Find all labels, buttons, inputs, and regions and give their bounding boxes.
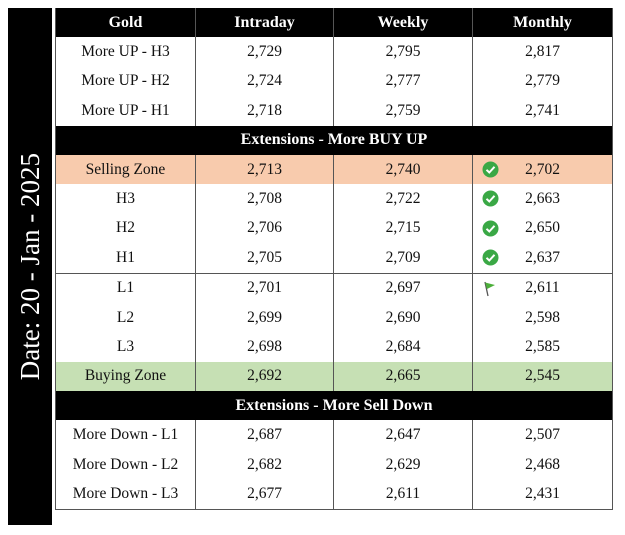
table-row: Extensions - More BUY UP (55, 125, 613, 155)
levels-table: Gold Intraday Weekly Monthly More UP - H3 2,… (55, 8, 613, 510)
level-value: 2,741 (472, 96, 613, 126)
level-value: 2,598 (472, 302, 613, 333)
level-value: 2,690 (333, 302, 473, 333)
table-row: More UP - H2 2,724 2,777 2,779 (55, 66, 613, 97)
level-value: 2,611 (333, 479, 473, 510)
table-row: L2 2,699 2,690 2,598 (55, 302, 613, 333)
row-label: More Down - L3 (55, 479, 196, 510)
level-value: 2,431 (472, 479, 613, 510)
level-value: 2,709 (333, 243, 473, 274)
table-row: Buying Zone 2,692 2,665 2,545 (55, 361, 613, 392)
row-label: Selling Zone (55, 154, 196, 185)
row-label: More UP - H2 (55, 66, 196, 97)
level-value: 2,795 (333, 37, 473, 67)
table-row: H2 2,706 2,715 2,650 (55, 213, 613, 244)
level-value: 2,682 (195, 449, 334, 480)
date-label: Date: 20 - Jan - 2025 (14, 152, 45, 381)
level-value: 2,629 (333, 449, 473, 480)
row-label: L3 (55, 332, 196, 362)
header-cell: Intraday (195, 8, 334, 38)
table-row: H1 2,705 2,709 2,637 (55, 243, 613, 274)
flag-icon (484, 281, 495, 296)
level-value: 2,698 (195, 332, 334, 362)
level-value: 2,697 (333, 272, 473, 303)
row-label: L1 (55, 272, 196, 303)
level-value: 2,507 (472, 420, 613, 450)
level-value: 2,777 (333, 66, 473, 97)
table-row: More Down - L3 2,677 2,611 2,431 (55, 479, 613, 510)
level-value: 2,699 (195, 302, 334, 333)
table-row: More Down - L2 2,682 2,629 2,468 (55, 449, 613, 480)
level-value: 2,585 (472, 332, 613, 362)
row-label: H1 (55, 243, 196, 274)
date-bar: Date: 20 - Jan - 2025 (8, 8, 52, 525)
table-row: More UP - H3 2,729 2,795 2,817 (55, 37, 613, 67)
header-row: Gold Intraday Weekly Monthly (55, 8, 613, 38)
table-row: More Down - L1 2,687 2,647 2,507 (55, 420, 613, 450)
table-row: L3 2,698 2,684 2,585 (55, 332, 613, 362)
level-value: 2,701 (195, 272, 334, 303)
level-value: 2,705 (195, 243, 334, 274)
level-value: 2,759 (333, 96, 473, 126)
row-label: L2 (55, 302, 196, 333)
table-row: Selling Zone 2,713 2,740 2,702 (55, 154, 613, 185)
level-value: 2,637 (472, 243, 613, 274)
level-value: 2,611 (472, 272, 613, 303)
level-value: 2,650 (472, 213, 613, 244)
level-value: 2,729 (195, 37, 334, 67)
level-value: 2,817 (472, 37, 613, 67)
check-icon (482, 190, 499, 207)
level-value: 2,713 (195, 154, 334, 185)
row-label: More UP - H3 (55, 37, 196, 67)
row-label: More Down - L2 (55, 449, 196, 480)
table-row: More UP - H1 2,718 2,759 2,741 (55, 96, 613, 126)
section-title: Extensions - More BUY UP (55, 125, 613, 155)
row-label: Buying Zone (55, 361, 196, 392)
level-value: 2,724 (195, 66, 334, 97)
level-value: 2,706 (195, 213, 334, 244)
row-label: H3 (55, 184, 196, 214)
level-value: 2,545 (472, 361, 613, 392)
row-label: H2 (55, 213, 196, 244)
level-value: 2,702 (472, 154, 613, 185)
level-value: 2,740 (333, 154, 473, 185)
section-title: Extensions - More Sell Down (55, 391, 613, 421)
level-value: 2,663 (472, 184, 613, 214)
table-row: Extensions - More Sell Down (55, 391, 613, 421)
header-cell: Gold (55, 8, 196, 38)
row-label: More UP - H1 (55, 96, 196, 126)
level-value: 2,687 (195, 420, 334, 450)
level-value: 2,665 (333, 361, 473, 392)
check-icon (482, 220, 499, 237)
table-row: H3 2,708 2,722 2,663 (55, 184, 613, 214)
check-icon (482, 249, 499, 266)
level-value: 2,684 (333, 332, 473, 362)
header-cell: Monthly (472, 8, 613, 38)
level-value: 2,647 (333, 420, 473, 450)
row-label: More Down - L1 (55, 420, 196, 450)
header-cell: Weekly (333, 8, 473, 38)
level-value: 2,779 (472, 66, 613, 97)
level-value: 2,708 (195, 184, 334, 214)
level-value: 2,677 (195, 479, 334, 510)
level-value: 2,715 (333, 213, 473, 244)
level-value: 2,722 (333, 184, 473, 214)
check-icon (482, 161, 499, 178)
level-value: 2,692 (195, 361, 334, 392)
level-value: 2,468 (472, 449, 613, 480)
table-row: L1 2,701 2,697 2,611 (55, 272, 613, 303)
level-value: 2,718 (195, 96, 334, 126)
